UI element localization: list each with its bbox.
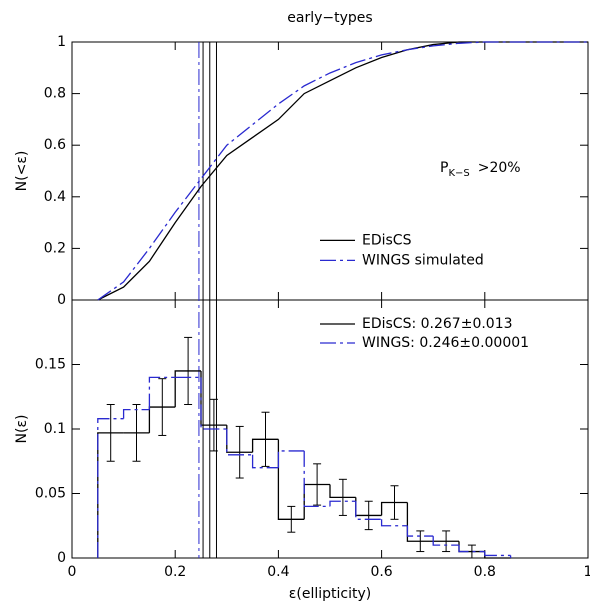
y-tick-label: 1	[57, 34, 66, 50]
legend-label: WINGS: 0.246±0.00001	[362, 335, 529, 351]
histogram-step	[406, 525, 434, 537]
histogram-step	[200, 377, 227, 430]
legend-label: EDisCS	[362, 232, 412, 248]
y-tick-label: 0.05	[35, 486, 66, 502]
x-tick-label: 0.2	[164, 564, 186, 580]
x-tick-label: 0.6	[370, 564, 392, 580]
x-tick-label: 0.4	[267, 564, 289, 580]
histogram-step	[226, 429, 253, 456]
y-tick-label: 0.6	[44, 137, 66, 153]
histogram-step	[355, 501, 382, 520]
histogram-step	[380, 519, 408, 527]
annotation-tail: >20%	[478, 160, 521, 176]
legend-label: WINGS simulated	[362, 252, 484, 268]
cdf-line	[97, 41, 588, 301]
chart-title: early−types	[287, 10, 372, 26]
histogram-step	[251, 454, 279, 469]
histogram-step	[329, 500, 356, 507]
x-tick-label: 1	[584, 564, 590, 580]
y-tick-label: 0.15	[35, 357, 66, 373]
histogram-step	[406, 502, 434, 542]
histogram-step	[277, 450, 305, 468]
x-tick-label: 0.8	[474, 564, 496, 580]
histogram-step	[432, 536, 459, 546]
histogram-step	[380, 501, 408, 516]
x-axis-label: ε(ellipticity)	[289, 586, 371, 602]
histogram-step	[97, 418, 124, 558]
x-tick-label: 0	[68, 564, 77, 580]
y-tick-label: 0.2	[44, 240, 66, 256]
annotation-main: P	[440, 160, 448, 176]
histogram-step	[251, 438, 279, 453]
annotation: PK−S >20%	[440, 160, 521, 179]
y-tick-label: 0.8	[44, 86, 66, 102]
legend-label: EDisCS: 0.267±0.013	[362, 316, 513, 332]
histogram-step	[329, 484, 356, 499]
y-axis-label: N(ε)	[14, 415, 30, 444]
histogram-step	[303, 450, 330, 508]
y-tick-label: 0.1	[44, 421, 66, 437]
cdf-line	[97, 41, 588, 301]
histogram-step	[148, 376, 176, 410]
histogram-step	[484, 551, 511, 557]
histogram-step	[174, 370, 201, 408]
y-tick-label: 0.4	[44, 189, 66, 205]
y-tick-label: 0	[57, 550, 66, 566]
annotation-sub: K−S	[448, 168, 469, 179]
y-axis-label: N(<ε)	[14, 151, 30, 192]
histogram-step	[122, 409, 150, 419]
y-tick-label: 0	[57, 292, 66, 308]
histogram-step	[458, 545, 485, 553]
